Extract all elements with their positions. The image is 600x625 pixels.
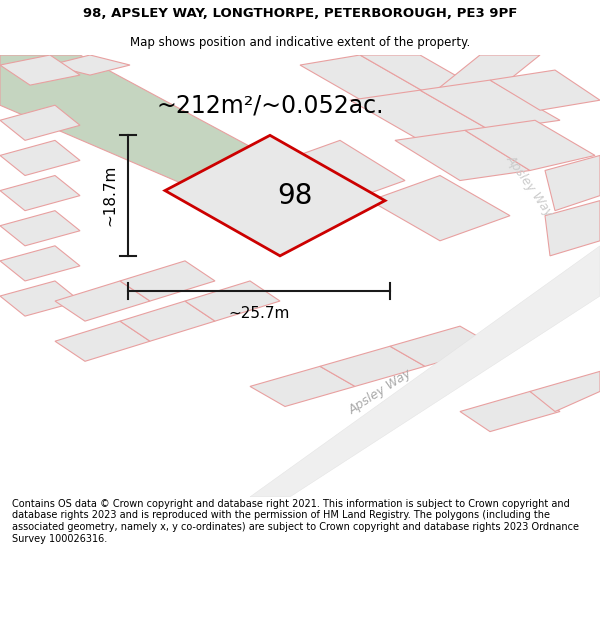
Polygon shape — [320, 346, 425, 386]
Polygon shape — [270, 141, 405, 206]
Polygon shape — [0, 141, 80, 176]
Text: 98, APSLEY WAY, LONGTHORPE, PETERBOROUGH, PE3 9PF: 98, APSLEY WAY, LONGTHORPE, PETERBOROUGH… — [83, 8, 517, 20]
Polygon shape — [50, 55, 130, 75]
Polygon shape — [120, 261, 215, 301]
Text: Contains OS data © Crown copyright and database right 2021. This information is : Contains OS data © Crown copyright and d… — [12, 499, 579, 544]
Polygon shape — [0, 55, 80, 85]
Polygon shape — [395, 131, 530, 181]
Polygon shape — [465, 120, 595, 171]
Polygon shape — [0, 211, 80, 246]
Polygon shape — [545, 201, 600, 256]
Polygon shape — [545, 156, 600, 211]
Polygon shape — [165, 136, 385, 256]
Text: ~212m²/~0.052ac.: ~212m²/~0.052ac. — [156, 93, 384, 118]
Text: Map shows position and indicative extent of the property.: Map shows position and indicative extent… — [130, 36, 470, 49]
Polygon shape — [0, 105, 80, 141]
Polygon shape — [370, 176, 510, 241]
Text: ~25.7m: ~25.7m — [229, 306, 290, 321]
Polygon shape — [250, 366, 355, 406]
Polygon shape — [430, 55, 540, 95]
Polygon shape — [490, 70, 600, 110]
Polygon shape — [55, 281, 150, 321]
Polygon shape — [530, 371, 600, 411]
Polygon shape — [420, 80, 560, 131]
Polygon shape — [55, 321, 150, 361]
Polygon shape — [185, 281, 280, 321]
Polygon shape — [300, 55, 430, 105]
Polygon shape — [0, 246, 80, 281]
Polygon shape — [120, 301, 215, 341]
Text: ~18.7m: ~18.7m — [103, 165, 118, 226]
Polygon shape — [250, 246, 600, 497]
Polygon shape — [350, 90, 490, 141]
Text: Apsley Way: Apsley Way — [346, 366, 414, 416]
Polygon shape — [0, 281, 80, 316]
Polygon shape — [360, 55, 490, 95]
Polygon shape — [0, 55, 360, 226]
Text: 98: 98 — [277, 182, 313, 209]
Polygon shape — [460, 391, 560, 432]
Polygon shape — [390, 326, 495, 366]
Text: Apsley Way: Apsley Way — [504, 152, 556, 219]
Polygon shape — [0, 176, 80, 211]
